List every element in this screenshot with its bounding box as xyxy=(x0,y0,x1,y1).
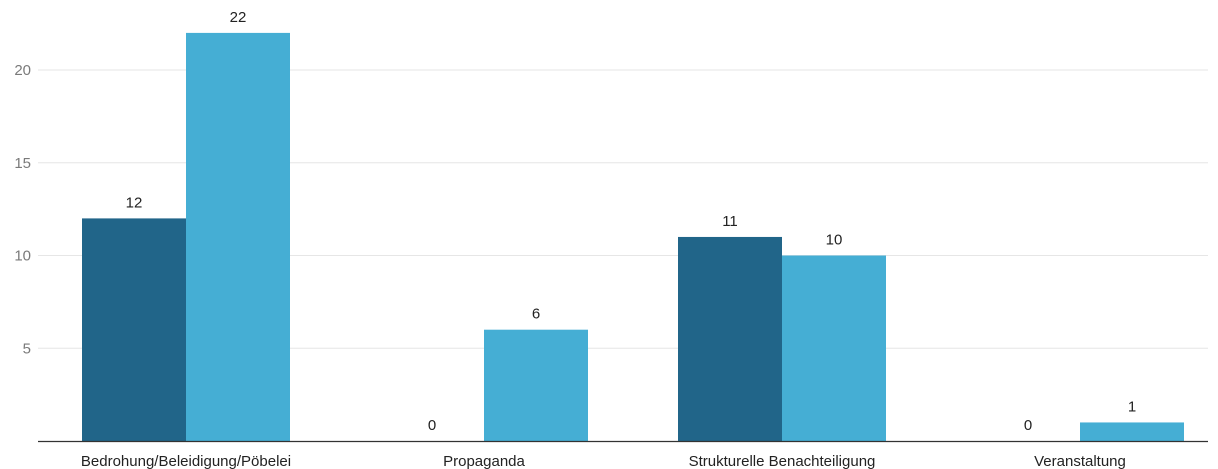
bar xyxy=(82,218,186,441)
data-label: 11 xyxy=(722,213,738,230)
bar xyxy=(1080,422,1184,441)
data-label: 1 xyxy=(1128,398,1136,415)
x-tick-label: Veranstaltung xyxy=(1034,453,1126,469)
bar xyxy=(186,32,290,442)
y-tick-label: 20 xyxy=(14,62,31,79)
x-tick-label: Bedrohung/Beleidigung/Pöbelei xyxy=(81,453,291,469)
data-labels: 12 22 0 6 11 10 0 1 xyxy=(126,9,1137,434)
y-tick-label: 10 xyxy=(14,248,31,265)
y-tick-label: 5 xyxy=(23,340,31,357)
data-label: 22 xyxy=(230,9,247,26)
bar xyxy=(484,329,588,441)
x-tick-label: Propaganda xyxy=(443,453,525,469)
category-labels: Bedrohung/Beleidigung/Pöbelei Propaganda S… xyxy=(81,453,1126,469)
data-label: 0 xyxy=(428,417,436,434)
bar xyxy=(678,236,782,441)
data-label: 6 xyxy=(532,306,540,323)
data-label: 10 xyxy=(826,232,843,249)
y-tick-labels: 5 10 15 20 xyxy=(14,62,31,357)
y-tick-label: 15 xyxy=(14,155,31,172)
data-label: 12 xyxy=(126,194,143,211)
bars xyxy=(82,32,1184,442)
bar xyxy=(782,255,886,441)
x-tick-label: Strukturelle Benachteiligung xyxy=(689,453,876,469)
data-label: 0 xyxy=(1024,417,1032,434)
